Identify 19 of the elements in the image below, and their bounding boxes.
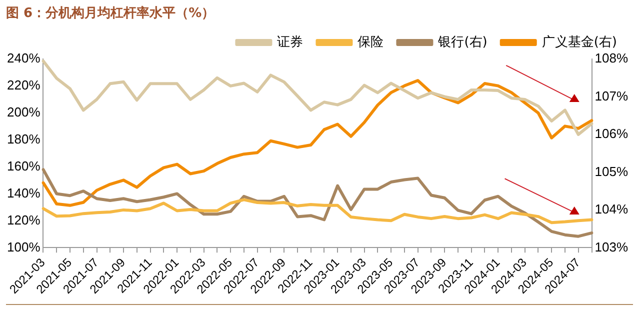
y-tick-label: 120% <box>7 212 41 228</box>
y2-tick-label: 107% <box>594 88 628 104</box>
y2-tick-label: 106% <box>594 126 628 142</box>
legend-label: 保险 <box>358 34 384 50</box>
y-tick-label: 160% <box>7 158 41 174</box>
y2-tick-label: 103% <box>594 239 628 254</box>
y-tick-label: 220% <box>7 78 41 93</box>
legend-label: 广义基金(右) <box>542 34 618 50</box>
legend-label: 银行(右) <box>437 34 488 50</box>
y2-tick-label: 108% <box>594 50 628 66</box>
chart-title: 图 6：分机构月均杠杆率水平（%） <box>6 4 215 22</box>
y2-tick-label: 104% <box>594 202 628 217</box>
y-tick-label: 100% <box>7 239 41 254</box>
y-tick-label: 240% <box>7 50 41 66</box>
y-tick-label: 200% <box>7 104 41 120</box>
y-tick-label: 140% <box>7 185 41 200</box>
y-tick-label: 180% <box>7 131 41 146</box>
legend-label: 证券 <box>277 34 304 50</box>
y2-tick-label: 105% <box>594 164 628 179</box>
